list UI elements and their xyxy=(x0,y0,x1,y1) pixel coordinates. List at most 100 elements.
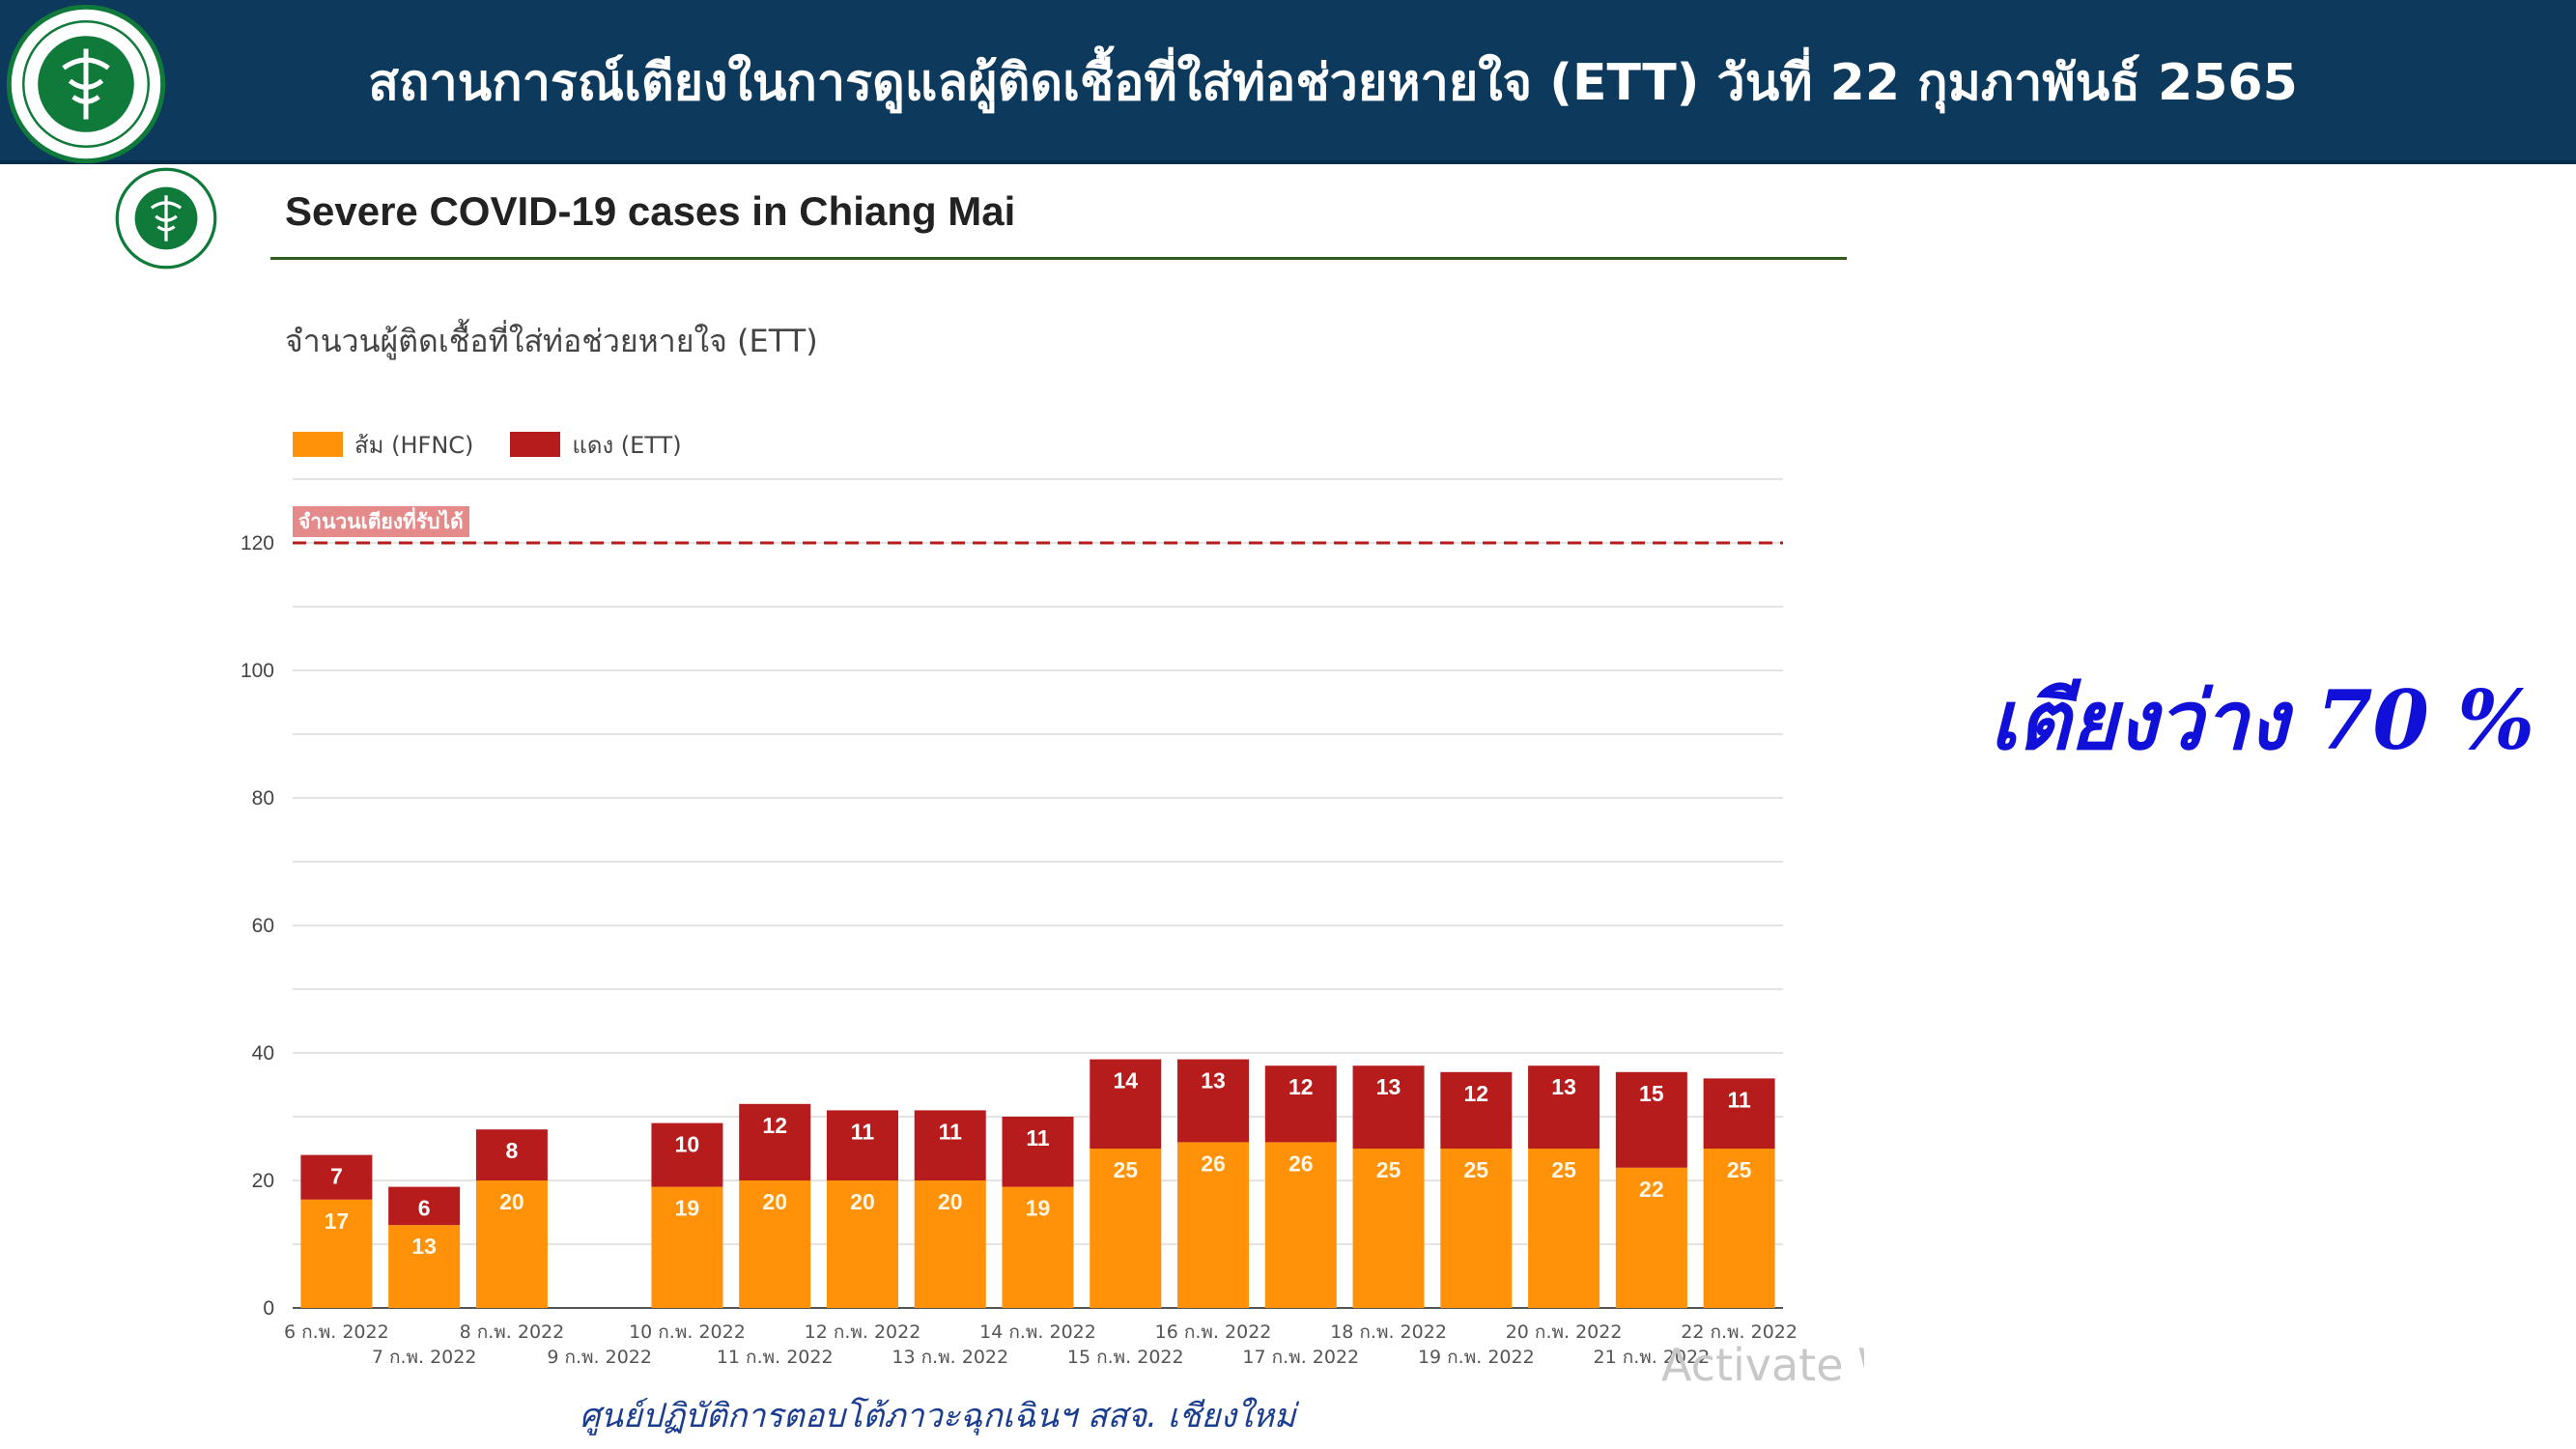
bar-ett xyxy=(1703,1078,1775,1149)
x-tick-label: 7 ก.พ. 2022 xyxy=(372,1347,477,1368)
x-tick-label: 16 ก.พ. 2022 xyxy=(1155,1321,1272,1343)
x-tick-label: 17 ก.พ. 2022 xyxy=(1242,1347,1359,1368)
x-tick-label: 20 ก.พ. 2022 xyxy=(1506,1321,1623,1343)
legend-swatch-hfnc xyxy=(293,432,343,457)
data-label-hfnc: 17 xyxy=(325,1208,350,1234)
data-label-ett: 11 xyxy=(851,1119,875,1144)
bar-hfnc xyxy=(475,1180,548,1308)
y-tick-label: 40 xyxy=(252,1042,274,1065)
data-label-ett: 13 xyxy=(1201,1068,1226,1094)
legend-swatch-ett xyxy=(510,432,561,457)
banner-title: สถานการณ์เตียงในการดูแลผู้ติดเชื้อที่ใส่… xyxy=(368,54,2298,112)
x-tick-label: 22 ก.พ. 2022 xyxy=(1681,1321,1798,1343)
bar-ett xyxy=(1528,1065,1600,1149)
x-tick-label: 13 ก.พ. 2022 xyxy=(892,1347,1008,1368)
data-label-ett: 11 xyxy=(1026,1125,1050,1151)
bar-hfnc xyxy=(1440,1149,1513,1308)
bar-ett xyxy=(1090,1059,1162,1149)
data-label-ett: 11 xyxy=(1727,1087,1751,1112)
bar-hfnc xyxy=(300,1199,373,1308)
bar-ett xyxy=(1264,1065,1337,1143)
bar-ett xyxy=(475,1129,548,1180)
data-label-ett: 14 xyxy=(1113,1068,1138,1094)
data-label-ett: 15 xyxy=(1639,1081,1664,1106)
data-label-ett: 11 xyxy=(939,1119,963,1144)
bar-ett xyxy=(388,1186,461,1226)
data-label-hfnc: 19 xyxy=(1026,1196,1051,1221)
bar-hfnc xyxy=(1528,1149,1600,1308)
bar-ett xyxy=(1002,1117,1074,1187)
x-tick-label: 9 ก.พ. 2022 xyxy=(547,1347,652,1368)
y-tick-label: 100 xyxy=(241,660,274,682)
bar-hfnc xyxy=(1177,1142,1250,1308)
bar-ett xyxy=(651,1122,723,1187)
ministry-logo-small xyxy=(115,167,217,270)
x-tick-label: 6 ก.พ. 2022 xyxy=(284,1321,389,1343)
data-label-ett: 6 xyxy=(418,1196,431,1221)
data-label-hfnc: 22 xyxy=(1639,1177,1664,1202)
bar-hfnc xyxy=(1703,1149,1775,1308)
data-label-hfnc: 20 xyxy=(762,1189,787,1214)
vacancy-annotation: เตียงว่าง 70 % xyxy=(1990,672,2535,768)
y-tick-label: 60 xyxy=(252,915,274,937)
x-tick-label: 12 ก.พ. 2022 xyxy=(805,1321,921,1343)
legend-item-ett: แดง (ETT) xyxy=(510,426,682,464)
x-tick-label: 10 ก.พ. 2022 xyxy=(629,1321,746,1343)
legend-label-hfnc: ส้ม (HFNC) xyxy=(354,431,474,459)
bar-hfnc xyxy=(388,1225,461,1308)
title-divider xyxy=(270,257,1847,260)
data-label-hfnc: 25 xyxy=(1727,1157,1752,1182)
x-tick-label: 21 ก.พ. 2022 xyxy=(1593,1347,1710,1368)
chart-title: Severe COVID-19 cases in Chiang Mai xyxy=(285,188,1016,234)
bar-hfnc xyxy=(1264,1142,1337,1308)
bar-ett xyxy=(826,1110,898,1180)
ministry-logo xyxy=(6,4,166,164)
chart-legend: ส้ม (HFNC) แดง (ETT) xyxy=(293,427,719,462)
bar-hfnc xyxy=(651,1186,723,1308)
bar-hfnc xyxy=(1615,1167,1687,1308)
bar-hfnc xyxy=(1002,1186,1074,1308)
data-label-hfnc: 13 xyxy=(411,1234,437,1259)
data-label-hfnc: 20 xyxy=(850,1189,875,1214)
data-label-hfnc: 19 xyxy=(675,1196,700,1221)
x-tick-label: 18 ก.พ. 2022 xyxy=(1330,1321,1447,1343)
x-tick-label: 8 ก.พ. 2022 xyxy=(460,1321,565,1343)
y-tick-label: 80 xyxy=(252,787,274,810)
bar-ett xyxy=(300,1154,373,1200)
bar-ett xyxy=(914,1110,986,1180)
data-label-hfnc: 20 xyxy=(499,1189,524,1214)
y-tick-label: 20 xyxy=(252,1170,274,1192)
bar-ett xyxy=(1177,1059,1250,1143)
y-tick-label: 0 xyxy=(263,1297,274,1320)
data-label-ett: 7 xyxy=(330,1164,343,1189)
header-banner: สถานการณ์เตียงในการดูแลผู้ติดเชื้อที่ใส่… xyxy=(0,0,2576,164)
bar-ett xyxy=(1352,1065,1425,1149)
legend-label-ett: แดง (ETT) xyxy=(572,431,682,459)
data-label-hfnc: 25 xyxy=(1551,1157,1576,1182)
bar-ett xyxy=(739,1103,811,1180)
data-label-ett: 12 xyxy=(762,1113,787,1138)
footer-source: ศูนย์ปฏิบัติการตอบโต้ภาวะฉุกเฉินฯ สสจ. เ… xyxy=(580,1397,1296,1435)
data-label-hfnc: 25 xyxy=(1113,1157,1138,1182)
bar-ett xyxy=(1440,1071,1513,1149)
chart-subtitle: จำนวนผู้ติดเชื้อที่ใส่ท่อช่วยหายใจ (ETT) xyxy=(285,323,818,359)
data-label-ett: 13 xyxy=(1376,1074,1401,1099)
data-label-hfnc: 26 xyxy=(1201,1151,1226,1176)
bar-hfnc xyxy=(1352,1149,1425,1308)
y-tick-label: 120 xyxy=(241,532,274,554)
bar-hfnc xyxy=(1090,1149,1162,1308)
x-tick-label: 15 ก.พ. 2022 xyxy=(1067,1347,1184,1368)
data-label-ett: 10 xyxy=(675,1132,700,1157)
capacity-line-label: จำนวนเตียงที่รับได้ xyxy=(293,506,469,537)
data-label-hfnc: 20 xyxy=(938,1189,963,1214)
data-label-hfnc: 26 xyxy=(1288,1151,1314,1176)
activation-watermark: Activate Windows xyxy=(1661,1339,1864,1391)
data-label-ett: 13 xyxy=(1551,1074,1576,1099)
data-label-ett: 8 xyxy=(506,1138,519,1163)
x-tick-label: 19 ก.พ. 2022 xyxy=(1418,1347,1535,1368)
data-label-hfnc: 25 xyxy=(1464,1157,1489,1182)
bar-hfnc xyxy=(914,1180,986,1308)
x-tick-label: 11 ก.พ. 2022 xyxy=(717,1347,834,1368)
x-tick-label: 14 ก.พ. 2022 xyxy=(979,1321,1096,1343)
